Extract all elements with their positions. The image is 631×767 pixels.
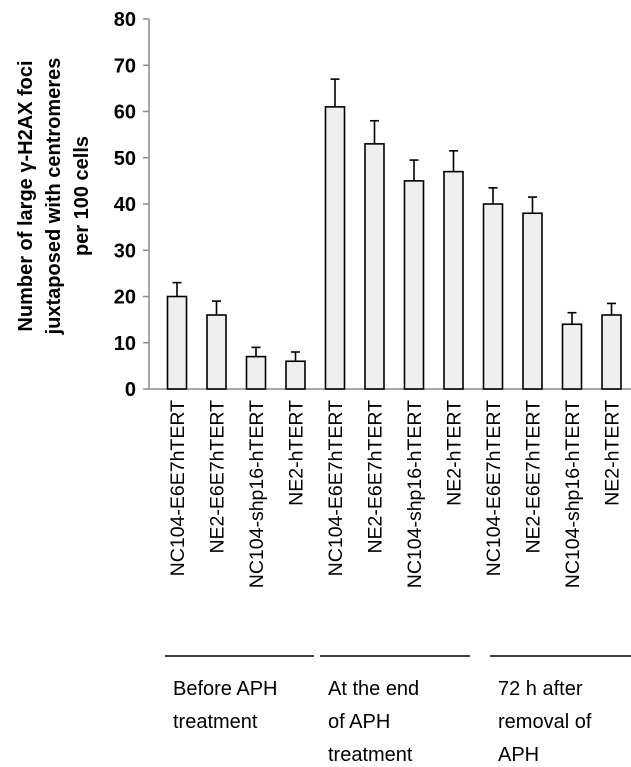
y-axis-label: Number of large γ-H2AX foci juxtaposed wi…	[15, 58, 93, 336]
x-tick-label: NE2-E6E7hTERT	[523, 400, 545, 554]
bar	[443, 170, 464, 390]
group-label-line: removal of	[498, 711, 592, 733]
error-bars	[172, 78, 616, 362]
y-tick-label: 0	[125, 379, 136, 401]
x-tick-label: NE2-hTERT	[602, 400, 624, 506]
y-tick-label: 10	[114, 333, 136, 355]
y-axis-label-line: Number of large γ-H2AX foci	[15, 60, 37, 331]
y-axis-label-line: juxtaposed with centromeres	[43, 58, 65, 336]
bars	[166, 106, 622, 390]
bar	[482, 203, 504, 390]
y-tick-label: 30	[114, 240, 136, 262]
bar	[245, 355, 267, 390]
y-axis: 0 10 20 30 40 50 60 70 80	[114, 9, 631, 401]
x-tick-label: NC104-E6E7hTERT	[167, 400, 189, 576]
group-label-line: At the end	[328, 678, 419, 700]
bar	[324, 106, 346, 390]
bar	[285, 360, 306, 390]
y-axis-label-line: per 100 cells	[71, 136, 93, 256]
bar	[403, 180, 425, 390]
bar	[364, 143, 385, 390]
x-tick-labels: NC104-E6E7hTERT NE2-E6E7hTERT NC104-shp16-…	[167, 400, 624, 588]
bar	[522, 212, 543, 390]
x-tick-label: NC104-shp16-hTERT	[246, 400, 268, 588]
x-tick-label: NC104-E6E7hTERT	[325, 400, 347, 576]
bar	[166, 295, 188, 390]
group-label-line: Before APH	[173, 678, 278, 700]
bar	[601, 314, 622, 390]
y-tick-label: 20	[114, 287, 136, 309]
x-tick-label: NE2-hTERT	[286, 400, 308, 506]
group-label-line: treatment	[328, 744, 413, 766]
x-tick-label: NE2-hTERT	[444, 400, 466, 506]
x-tick-label: NE2-E6E7hTERT	[207, 400, 229, 554]
y-tick-label: 80	[114, 9, 136, 31]
y-tick-label: 60	[114, 102, 136, 124]
group-label-line: of APH	[328, 711, 390, 733]
bar	[561, 323, 583, 390]
x-tick-label: NC104-E6E7hTERT	[483, 400, 505, 576]
y-tick-label: 50	[114, 148, 136, 170]
group-label-line: 72 h after	[498, 678, 583, 700]
x-tick-label: NE2-E6E7hTERT	[365, 400, 387, 554]
y-tick-label: 40	[114, 194, 136, 216]
group-labels: Before APH treatment At the end of APH treat…	[165, 655, 631, 766]
x-tick-label: NC104-shp16-hTERT	[562, 400, 584, 588]
y-tick-label: 70	[114, 55, 136, 77]
group-label-line: APH	[498, 744, 539, 766]
group-label-line: treatment	[173, 711, 258, 733]
x-tick-label: NC104-shp16-hTERT	[404, 400, 426, 588]
bar	[206, 314, 227, 390]
